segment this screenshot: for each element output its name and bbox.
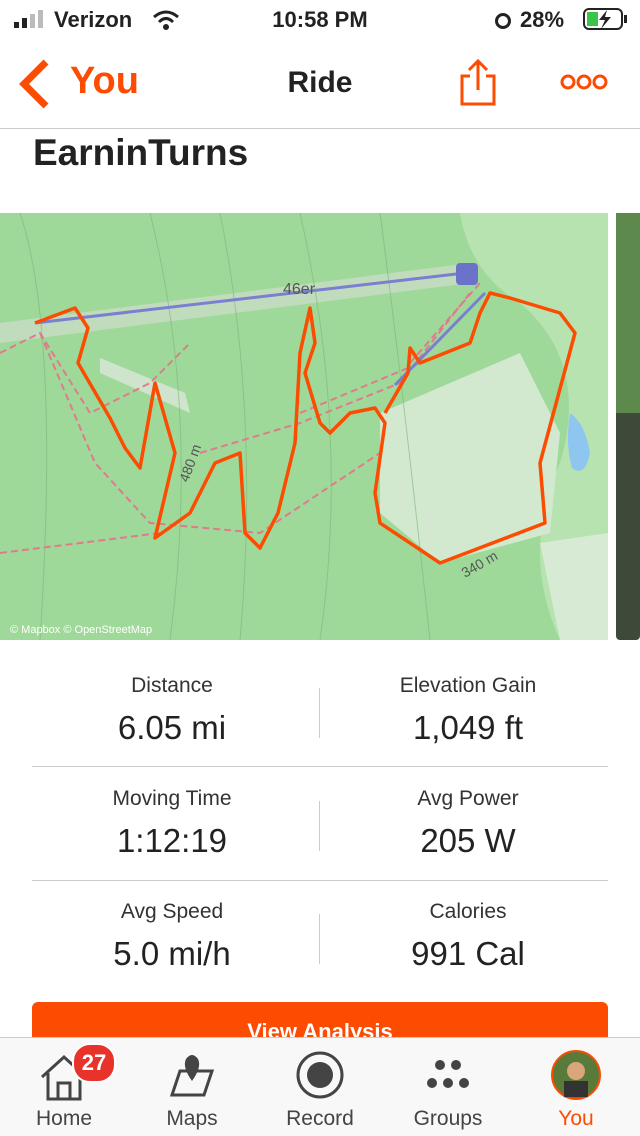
tab-label: Maps (166, 1107, 218, 1130)
share-button[interactable] (458, 58, 498, 108)
stat-label: Moving Time (112, 787, 232, 810)
stat-value: 1:12:19 (116, 822, 228, 859)
stat-separator (319, 688, 320, 738)
map-attribution: © Mapbox © OpenStreetMap (10, 624, 152, 636)
nav-bar: You Ride (0, 40, 640, 129)
stat-label: Distance (131, 674, 213, 697)
tab-icon (551, 1050, 601, 1100)
stat-label: Calories (429, 900, 507, 923)
battery-icon (583, 8, 627, 30)
stat-value: 5.0 mi/h (113, 935, 231, 972)
activity-map[interactable]: 46er 480 m 340 m © Mapbox © OpenStreetMa… (0, 213, 640, 640)
tab-label: You (558, 1107, 594, 1130)
stat-label: Elevation Gain (399, 674, 537, 697)
tab-label: Groups (413, 1107, 483, 1130)
stat-label: Avg Power (417, 787, 519, 810)
status-bar: Verizon 10:58 PM 28% (0, 0, 640, 40)
tab-icon (427, 1060, 469, 1088)
lift-label: 46er (283, 281, 316, 298)
tab-icon (169, 1055, 215, 1097)
nav-title: Ride (287, 66, 353, 99)
tab-icon (296, 1051, 344, 1099)
tab-label: Home (35, 1107, 93, 1130)
signal-icon (14, 10, 43, 28)
tab[interactable]: Groups (384, 1037, 512, 1136)
battery-percent: 28% (520, 7, 565, 32)
back-chevron (19, 59, 49, 109)
alarm-icon (495, 13, 511, 29)
stat-value: 6.05 mi (117, 709, 227, 746)
divider (32, 880, 608, 881)
back-label: You (70, 60, 139, 102)
stat-separator (319, 801, 320, 851)
stat-separator (319, 914, 320, 964)
back-button[interactable]: You (14, 54, 154, 110)
stat-value: 991 Cal (411, 935, 525, 972)
stat-label: Avg Speed (120, 900, 224, 923)
more-button[interactable] (560, 72, 610, 92)
tab-badge: 27 (72, 1043, 116, 1083)
wifi-icon (153, 10, 179, 30)
stat-value: 1,049 ft (412, 709, 524, 746)
tab-label: Record (286, 1107, 354, 1130)
divider (32, 766, 608, 767)
carrier: Verizon (54, 7, 133, 32)
tab[interactable]: Home 27 (0, 1037, 128, 1136)
clock: 10:58 PM (272, 7, 368, 32)
tab[interactable]: Maps (128, 1037, 256, 1136)
activity-title: EarninTurns (33, 132, 249, 173)
stat-value: 205 W (420, 822, 516, 859)
tab[interactable]: Record (256, 1037, 384, 1136)
tab[interactable]: You (512, 1037, 640, 1136)
